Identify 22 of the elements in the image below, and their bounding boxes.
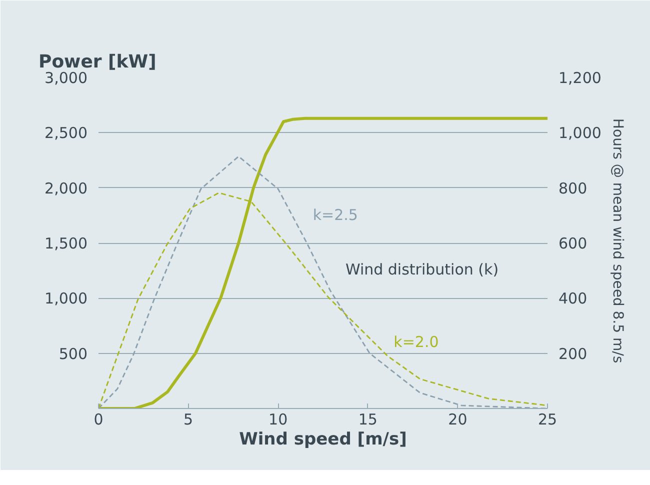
y-tick-label: 1,500 xyxy=(44,234,88,252)
y-tick-label: 2,500 xyxy=(44,124,88,142)
x-tick-label: 25 xyxy=(538,410,558,428)
y2-tick-label: 400 xyxy=(558,290,588,308)
x-tick-label: 5 xyxy=(184,410,194,428)
x-tick-label: 15 xyxy=(358,410,378,428)
y2-tick-label: 1,200 xyxy=(558,69,602,87)
series-label: k=2.5 xyxy=(312,206,358,224)
y2-tick-label: 200 xyxy=(558,344,588,363)
series-label: k=2.0 xyxy=(394,333,439,352)
y-tick-label: 500 xyxy=(58,344,88,363)
y2-axis-title: Hours @ mean wind speed 8.5 m/s xyxy=(609,118,626,364)
y2-tick-label: 1,000 xyxy=(558,124,602,142)
y2-tick-label: 800 xyxy=(558,179,588,198)
x-tick-label: 20 xyxy=(448,410,468,428)
x-tick-label: 0 xyxy=(94,410,104,428)
y2-tick-label: 600 xyxy=(558,234,588,252)
x-axis-title: Wind speed [m/s] xyxy=(239,430,407,450)
x-tick-label: 10 xyxy=(268,410,288,428)
annotation: Wind distribution (k) xyxy=(345,260,499,278)
y-tick-label: 1,000 xyxy=(44,290,88,308)
y-tick-label: 2,000 xyxy=(44,179,88,198)
